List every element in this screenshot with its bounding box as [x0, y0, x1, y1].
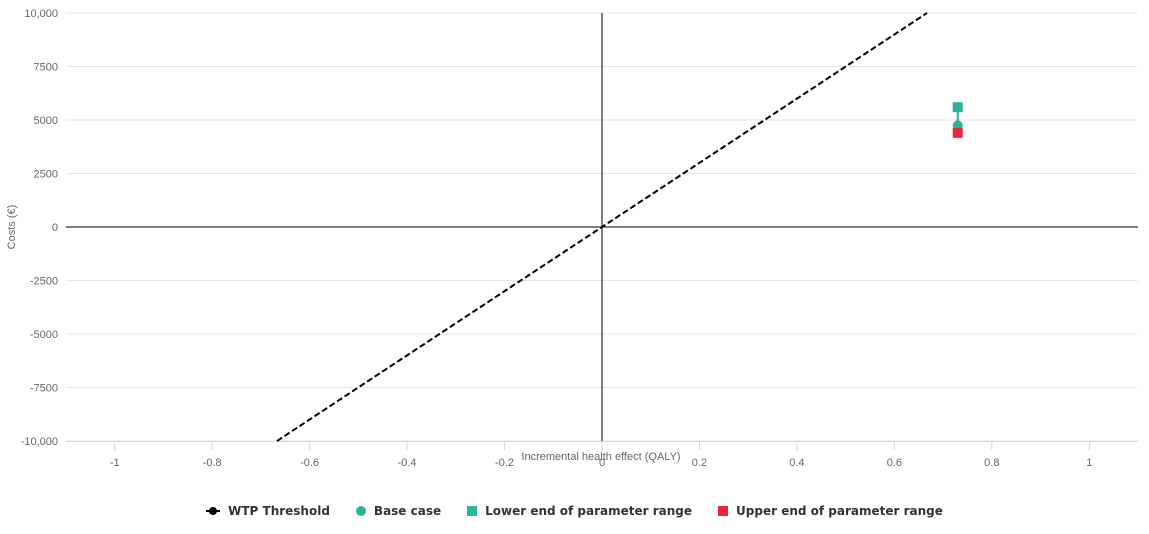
legend-item-base-case[interactable]: Base case [355, 504, 442, 518]
y-tick-label: -10,000 [21, 436, 58, 448]
upper-end-point [952, 127, 963, 138]
legend-label: WTP Threshold [228, 504, 330, 518]
y-tick-label: 10,000 [24, 8, 58, 20]
x-tick-label: 0.8 [984, 457, 999, 469]
x-tick-label: -0.8 [203, 457, 222, 469]
square-marker-icon [718, 506, 729, 516]
legend-item-lower-end[interactable]: Lower end of parameter range [467, 504, 692, 518]
legend-label: Lower end of parameter range [485, 504, 693, 518]
x-axis-title: Incremental health effect (QALY) [521, 451, 680, 463]
x-tick-label: -0.6 [300, 457, 319, 469]
legend-item-wtp-threshold[interactable]: WTP Threshold [206, 504, 330, 518]
legend-label: Base case [373, 504, 442, 518]
x-tick-label: 0.4 [789, 457, 804, 469]
x-tick-label: -0.4 [398, 457, 417, 469]
plot-area [276, 12, 963, 442]
legend: WTP Threshold Base case Lower end of par… [0, 500, 1149, 522]
y-tick-label: 2500 [34, 169, 58, 181]
x-tick-label: 0.2 [692, 457, 707, 469]
x-tick-label: 0 [599, 457, 605, 469]
wtp-threshold-line [276, 12, 928, 442]
lower-end-point [952, 102, 963, 113]
y-tick-label: -2500 [30, 276, 58, 288]
x-tick-label: -1 [110, 457, 120, 469]
chart-canvas: 10,000 7500 5000 2500 0 -2500 -5000 -7500 -10,00… [6, 8, 1138, 469]
y-tick-label: 7500 [34, 62, 58, 74]
circle-marker-icon [355, 506, 366, 516]
x-tick-label: 0.6 [887, 457, 902, 469]
x-tick-labels: -1 -0.8 -0.6 -0.4 -0.2 0 0.2 0.4 0.6 0.8 1 [110, 457, 1092, 469]
axes [66, 13, 1138, 450]
square-marker-icon [467, 506, 478, 516]
y-tick-labels: 10,000 7500 5000 2500 0 -2500 -5000 -7500 -10,00… [21, 8, 58, 448]
x-tick-label: -0.2 [495, 457, 514, 469]
y-tick-label: -5000 [30, 329, 58, 341]
y-tick-label: 5000 [34, 115, 58, 127]
y-axis-title: Costs (€) [6, 205, 18, 250]
y-tick-label: 0 [52, 222, 58, 234]
line-marker-icon [206, 505, 221, 517]
y-tick-label: -7500 [30, 383, 58, 395]
legend-item-upper-end[interactable]: Upper end of parameter range [718, 504, 943, 518]
x-tick-label: 1 [1086, 457, 1092, 469]
legend-label: Upper end of parameter range [736, 504, 943, 518]
